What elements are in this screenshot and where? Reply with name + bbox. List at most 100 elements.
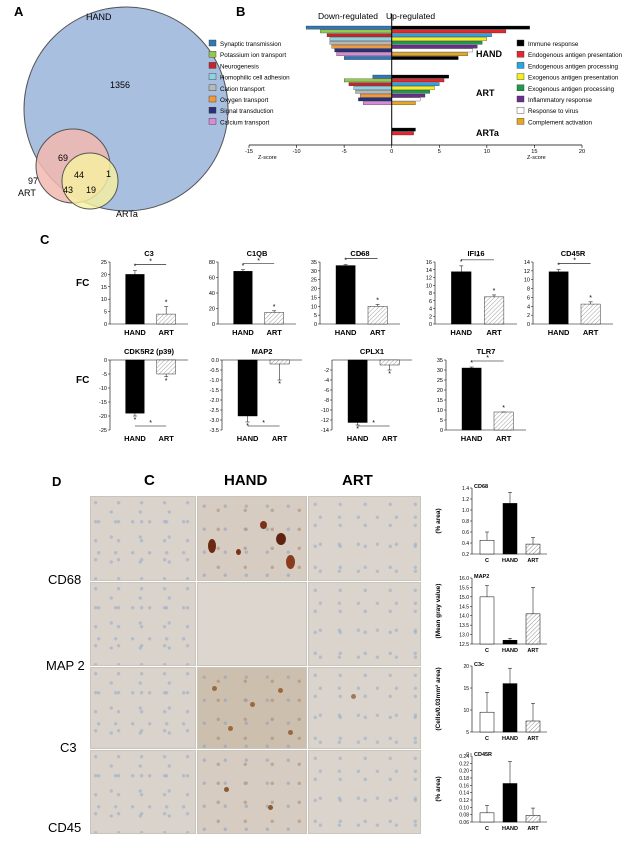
fc-tick-label: 14: [426, 268, 432, 274]
fc-bracket-star: *: [486, 355, 489, 362]
fc-significance-star: *: [134, 264, 137, 271]
quant-category-label: HAND: [502, 558, 518, 564]
quant-tick-label: 13.5: [459, 623, 469, 629]
fc-chart-title: CPLX1: [360, 347, 384, 356]
fc-bar: [461, 367, 482, 431]
venn-count-hand-arta: 1: [106, 169, 111, 179]
fc-tick-label: 12: [524, 269, 530, 275]
fc-tick-label: -12: [321, 418, 329, 424]
fc-tick-label: -14: [321, 428, 329, 434]
fc-category-label: ART: [382, 434, 398, 443]
fc-category-label: HAND: [232, 328, 254, 337]
fc-significance-star: *: [356, 426, 359, 433]
fc-chart-title: C1QB: [247, 249, 268, 258]
fc-significance-star: *: [278, 381, 281, 388]
fc-bar: [484, 296, 505, 325]
c3-stain-cell: [250, 702, 255, 707]
fc-bar: [125, 274, 145, 325]
zscore-tick-label: -5: [342, 149, 347, 155]
fc-tick-label: 25: [311, 278, 317, 284]
fc-tick-label: 20: [437, 388, 443, 394]
quant-category-label: ART: [527, 826, 539, 832]
quant-tick-label: 20: [463, 664, 469, 670]
micro-cd45-hand: [197, 750, 307, 834]
zscore-header-up: Up-regulated: [386, 11, 435, 21]
fc-category-label: HAND: [461, 434, 483, 443]
fc-significance-star: *: [134, 417, 137, 424]
zscore-bar: [363, 101, 392, 105]
fc-bracket-star: *: [573, 258, 576, 265]
quant-category-label: C: [485, 648, 489, 654]
fc-bracket-star: *: [360, 253, 363, 260]
fc-category-label: ART: [496, 434, 512, 443]
zscore-bar: [391, 93, 426, 98]
zscore-tick-label: 10: [484, 149, 490, 155]
fc-bar: [379, 359, 400, 366]
micro-map2-art: [308, 582, 421, 666]
quant-tick-label: 1.0: [462, 508, 469, 514]
fc-category-label: HAND: [335, 328, 357, 337]
quant-y-label: (% area): [435, 776, 442, 801]
quant-tick-label: 0.14: [459, 791, 469, 797]
zscore-bar: [355, 90, 392, 94]
quant-bar: [502, 683, 518, 733]
fc-tick-label: 35: [437, 358, 443, 364]
fc-bar: [548, 271, 569, 325]
zscore-bar: [305, 25, 392, 30]
micro-cd45-art: [308, 750, 421, 834]
quant-tick-label: 16.0: [459, 576, 469, 582]
fc-chart-title: CDK5R2 (p39): [124, 347, 175, 356]
venn-label-art: ART: [18, 188, 36, 198]
fc-chart-title: IFI16: [467, 249, 484, 258]
quant-bar: [525, 613, 541, 645]
quant-bar: [479, 812, 495, 823]
fc-bar: [156, 313, 176, 325]
venn-count-hand-only: 1356: [110, 80, 130, 90]
fc-tick-label: 10: [524, 278, 530, 284]
cd68-stain-cell: [276, 533, 286, 545]
legend-label-down: Signal transduction: [220, 108, 274, 115]
fc-significance-star: *: [557, 263, 560, 270]
fc-tick-label: -3.0: [210, 418, 219, 424]
zscore-bar: [391, 37, 488, 41]
quant-tick-label: 0.06: [459, 820, 469, 826]
quant-chart-title: MAP2: [474, 574, 489, 580]
histology-row-cd68: CD68: [48, 572, 82, 587]
fc-category-label: HAND: [124, 434, 146, 443]
panel-label-a: A: [14, 4, 24, 19]
legend-swatch-down: [208, 84, 217, 92]
fc-bar: [237, 359, 258, 417]
fc-tick-label: -0.5: [210, 368, 219, 374]
panel-label-d: D: [52, 474, 62, 489]
zscore-bar: [391, 78, 445, 83]
fc-tick-label: 20: [101, 272, 107, 278]
fc-tick-label: 10: [311, 304, 317, 310]
fc-ylabel-row2: FC: [76, 375, 89, 386]
fc-tick-label: 20: [209, 307, 215, 313]
fc-significance-star: *: [344, 258, 347, 265]
venn-count-hand-art: 69: [58, 153, 68, 163]
fc-bracket-star: *: [262, 420, 265, 427]
micro-map2-hand: [197, 582, 307, 666]
zscore-bar: [391, 33, 492, 37]
micro-cd68-c: [90, 496, 196, 581]
zscore-bar: [391, 101, 416, 105]
legend-label-up: Endogenous antigen presentation: [528, 52, 623, 59]
legend-label-up: Complement activation: [528, 119, 593, 126]
fc-category-label: ART: [583, 328, 599, 337]
zscore-bar: [391, 97, 421, 102]
quant-tick-label: 15: [463, 686, 469, 692]
cd45-stain-cell: [268, 805, 273, 810]
zscore-bar: [331, 44, 392, 49]
quant-tick-label: 0.24: [459, 754, 469, 760]
fc-significance-star: *: [165, 300, 168, 307]
zscore-bar: [391, 52, 468, 56]
fc-category-label: HAND: [237, 434, 259, 443]
fc-tick-label: 30: [437, 368, 443, 374]
legend-swatch-up: [516, 95, 525, 103]
fc-tick-label: 25: [437, 378, 443, 384]
zscore-group-art: ART: [476, 88, 495, 98]
legend-label-down: Potassium ion transport: [220, 52, 286, 59]
fc-significance-star: *: [388, 371, 391, 378]
c3-stain-cell: [212, 686, 217, 691]
